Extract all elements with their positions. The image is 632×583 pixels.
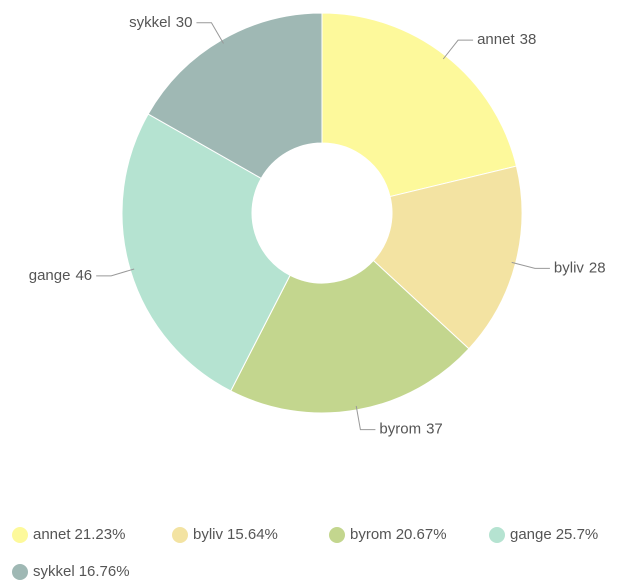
slice-label-value: 38: [520, 31, 537, 48]
slice-label-value: 37: [426, 421, 443, 438]
leader-line: [511, 261, 550, 269]
legend-name: byliv: [193, 526, 224, 543]
legend-label: gange 25.7%: [510, 526, 598, 543]
slice: [121, 113, 291, 392]
slice-label: gange 46: [29, 267, 92, 284]
legend-swatch: [12, 527, 28, 543]
slice-label-value: 30: [176, 14, 193, 31]
legend-name: byrom: [350, 526, 392, 543]
slice: [321, 12, 518, 198]
legend-swatch: [329, 527, 345, 543]
legend-label: annet 21.23%: [33, 526, 125, 543]
leader-line: [96, 268, 135, 277]
slice-label-name: gange: [29, 267, 71, 284]
legend-percent: 21.23%: [75, 526, 126, 543]
legend-percent: 25.7%: [556, 526, 599, 543]
legend-name: sykkel: [33, 563, 75, 580]
legend-swatch: [12, 564, 28, 580]
slice-label-value: 28: [589, 259, 606, 276]
legend-label: byrom 20.67%: [350, 526, 447, 543]
legend-percent: 15.64%: [227, 526, 278, 543]
legend-swatch: [172, 527, 188, 543]
legend-label: sykkel 16.76%: [33, 563, 130, 580]
slice-label: byliv 28: [554, 259, 606, 276]
legend-name: annet: [33, 526, 71, 543]
legend-percent: 20.67%: [396, 526, 447, 543]
slice-label: sykkel 30: [129, 14, 192, 31]
leader-line: [442, 39, 474, 60]
slice: [372, 165, 523, 350]
slice-label-value: 46: [75, 267, 92, 284]
leader-line: [196, 22, 224, 44]
legend-swatch: [489, 527, 505, 543]
legend-label: byliv 15.64%: [193, 526, 278, 543]
slice: [147, 12, 323, 180]
slice-label: annet 38: [477, 31, 536, 48]
slice-label-name: annet: [477, 31, 515, 48]
legend-name: gange: [510, 526, 552, 543]
legend-percent: 16.76%: [79, 563, 130, 580]
leader-line: [355, 405, 376, 431]
slice-label: byrom 37: [379, 421, 442, 438]
slice: [230, 259, 470, 414]
slice-label-name: byliv: [554, 259, 585, 276]
slice-label-name: sykkel: [129, 14, 171, 31]
slice-label-name: byrom: [379, 421, 421, 438]
